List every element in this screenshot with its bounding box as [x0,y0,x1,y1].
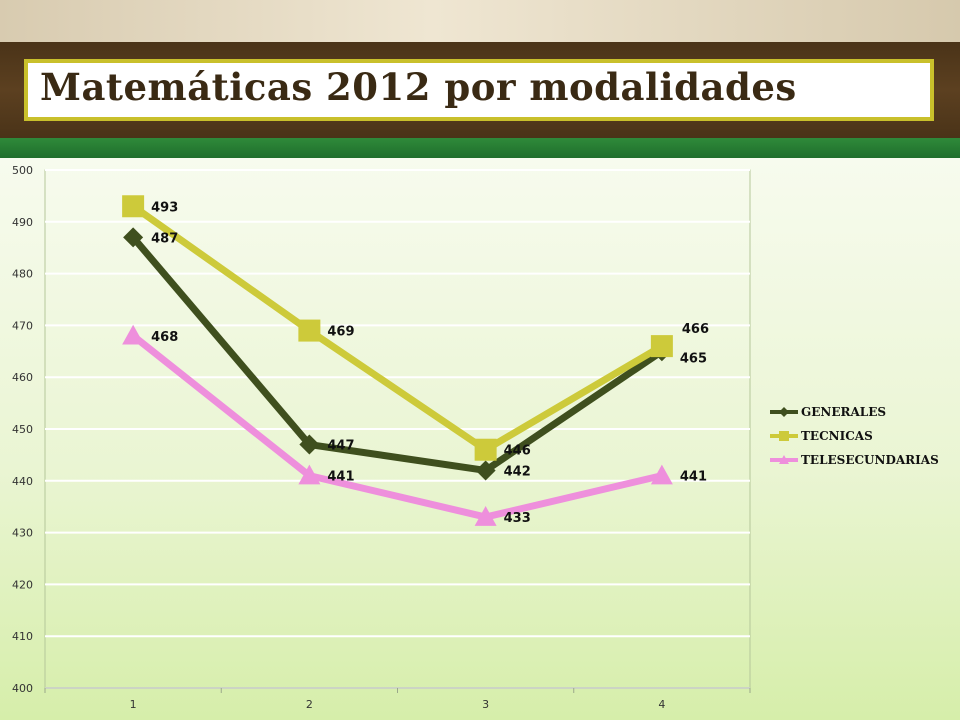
data-label: 466 [682,322,709,337]
y-tick-label: 410 [12,630,33,643]
data-label: 442 [504,464,531,479]
legend-marker-tecnicas [779,431,789,441]
y-tick-label: 400 [12,682,33,695]
data-point-telesecundarias [122,324,145,345]
data-point-tecnicas [122,195,145,218]
legend-label: TELESECUNDARIAS [801,453,939,467]
data-label: 441 [327,470,354,485]
top-decorative-band [0,0,960,42]
legend-marker-telesecundarias [779,455,789,464]
data-point-generales [123,227,144,248]
series-lines [130,203,664,521]
data-label: 447 [327,439,354,454]
x-tick-label: 1 [130,698,137,711]
y-tick-label: 470 [12,319,33,332]
series-line-telesecundarias [130,333,663,521]
y-tick-label: 490 [12,216,33,229]
gridlines [44,169,751,689]
legend-marker-generales [779,407,789,417]
data-label: 469 [327,325,354,340]
title-box: Matemáticas 2012 por modalidades [24,59,934,121]
x-tick-label: 3 [482,698,489,711]
data-label: 441 [680,470,707,485]
legend-label: GENERALES [801,405,886,419]
data-label: 468 [151,330,178,345]
y-tick-label: 450 [12,423,33,436]
x-tick-label: 2 [306,698,313,711]
series-line-generales [130,235,664,474]
series-markers [122,195,673,526]
y-tick-label: 420 [12,578,33,591]
data-label: 446 [504,444,531,459]
data-point-tecnicas [298,319,321,342]
data-label: 465 [680,351,707,366]
data-label: 433 [504,511,531,526]
x-tick-label: 4 [658,698,665,711]
y-tick-label: 480 [12,268,33,281]
axes: 400 410 420 430 440 450 460 470 480 490 500 1 2 3 4 [12,164,751,711]
y-tick-label: 500 [12,164,33,177]
slide-title: Matemáticas 2012 por modalidades [40,65,797,109]
green-stripe [0,138,960,158]
data-point-telesecundarias [298,464,321,485]
data-point-generales [475,460,496,481]
data-point-generales [299,434,320,455]
series-line-tecnicas [131,203,664,454]
legend-label: TECNICAS [801,429,873,443]
data-point-telesecundarias [650,464,673,485]
data-labels: 487 447 442 465 493 469 446 466 468 441 433 441 [151,200,709,526]
legend: GENERALES TECNICAS TELESECUNDARIAS [770,405,939,467]
y-tick-label: 460 [12,371,33,384]
data-point-tecnicas [650,335,673,358]
y-tick-label: 430 [12,527,33,540]
data-label: 493 [151,200,178,215]
data-label: 487 [151,231,178,246]
data-point-telesecundarias [474,506,497,526]
data-point-tecnicas [474,438,497,461]
y-tick-label: 440 [12,475,33,488]
